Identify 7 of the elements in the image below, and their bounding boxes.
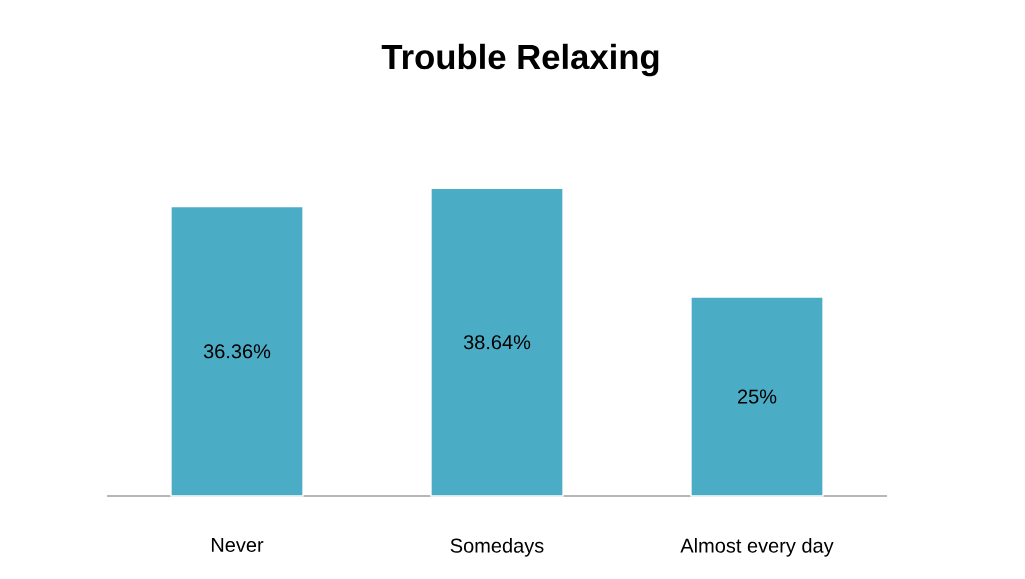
chart-title: Trouble Relaxing [381,43,659,77]
data-label: 38.64% [463,335,531,350]
data-label: 25% [737,389,777,404]
x-tick-label: Almost every day [680,538,834,557]
x-tick-label: Somedays [450,538,544,557]
x-tick-label: Never [211,538,264,552]
data-label: 36.36% [203,344,271,359]
